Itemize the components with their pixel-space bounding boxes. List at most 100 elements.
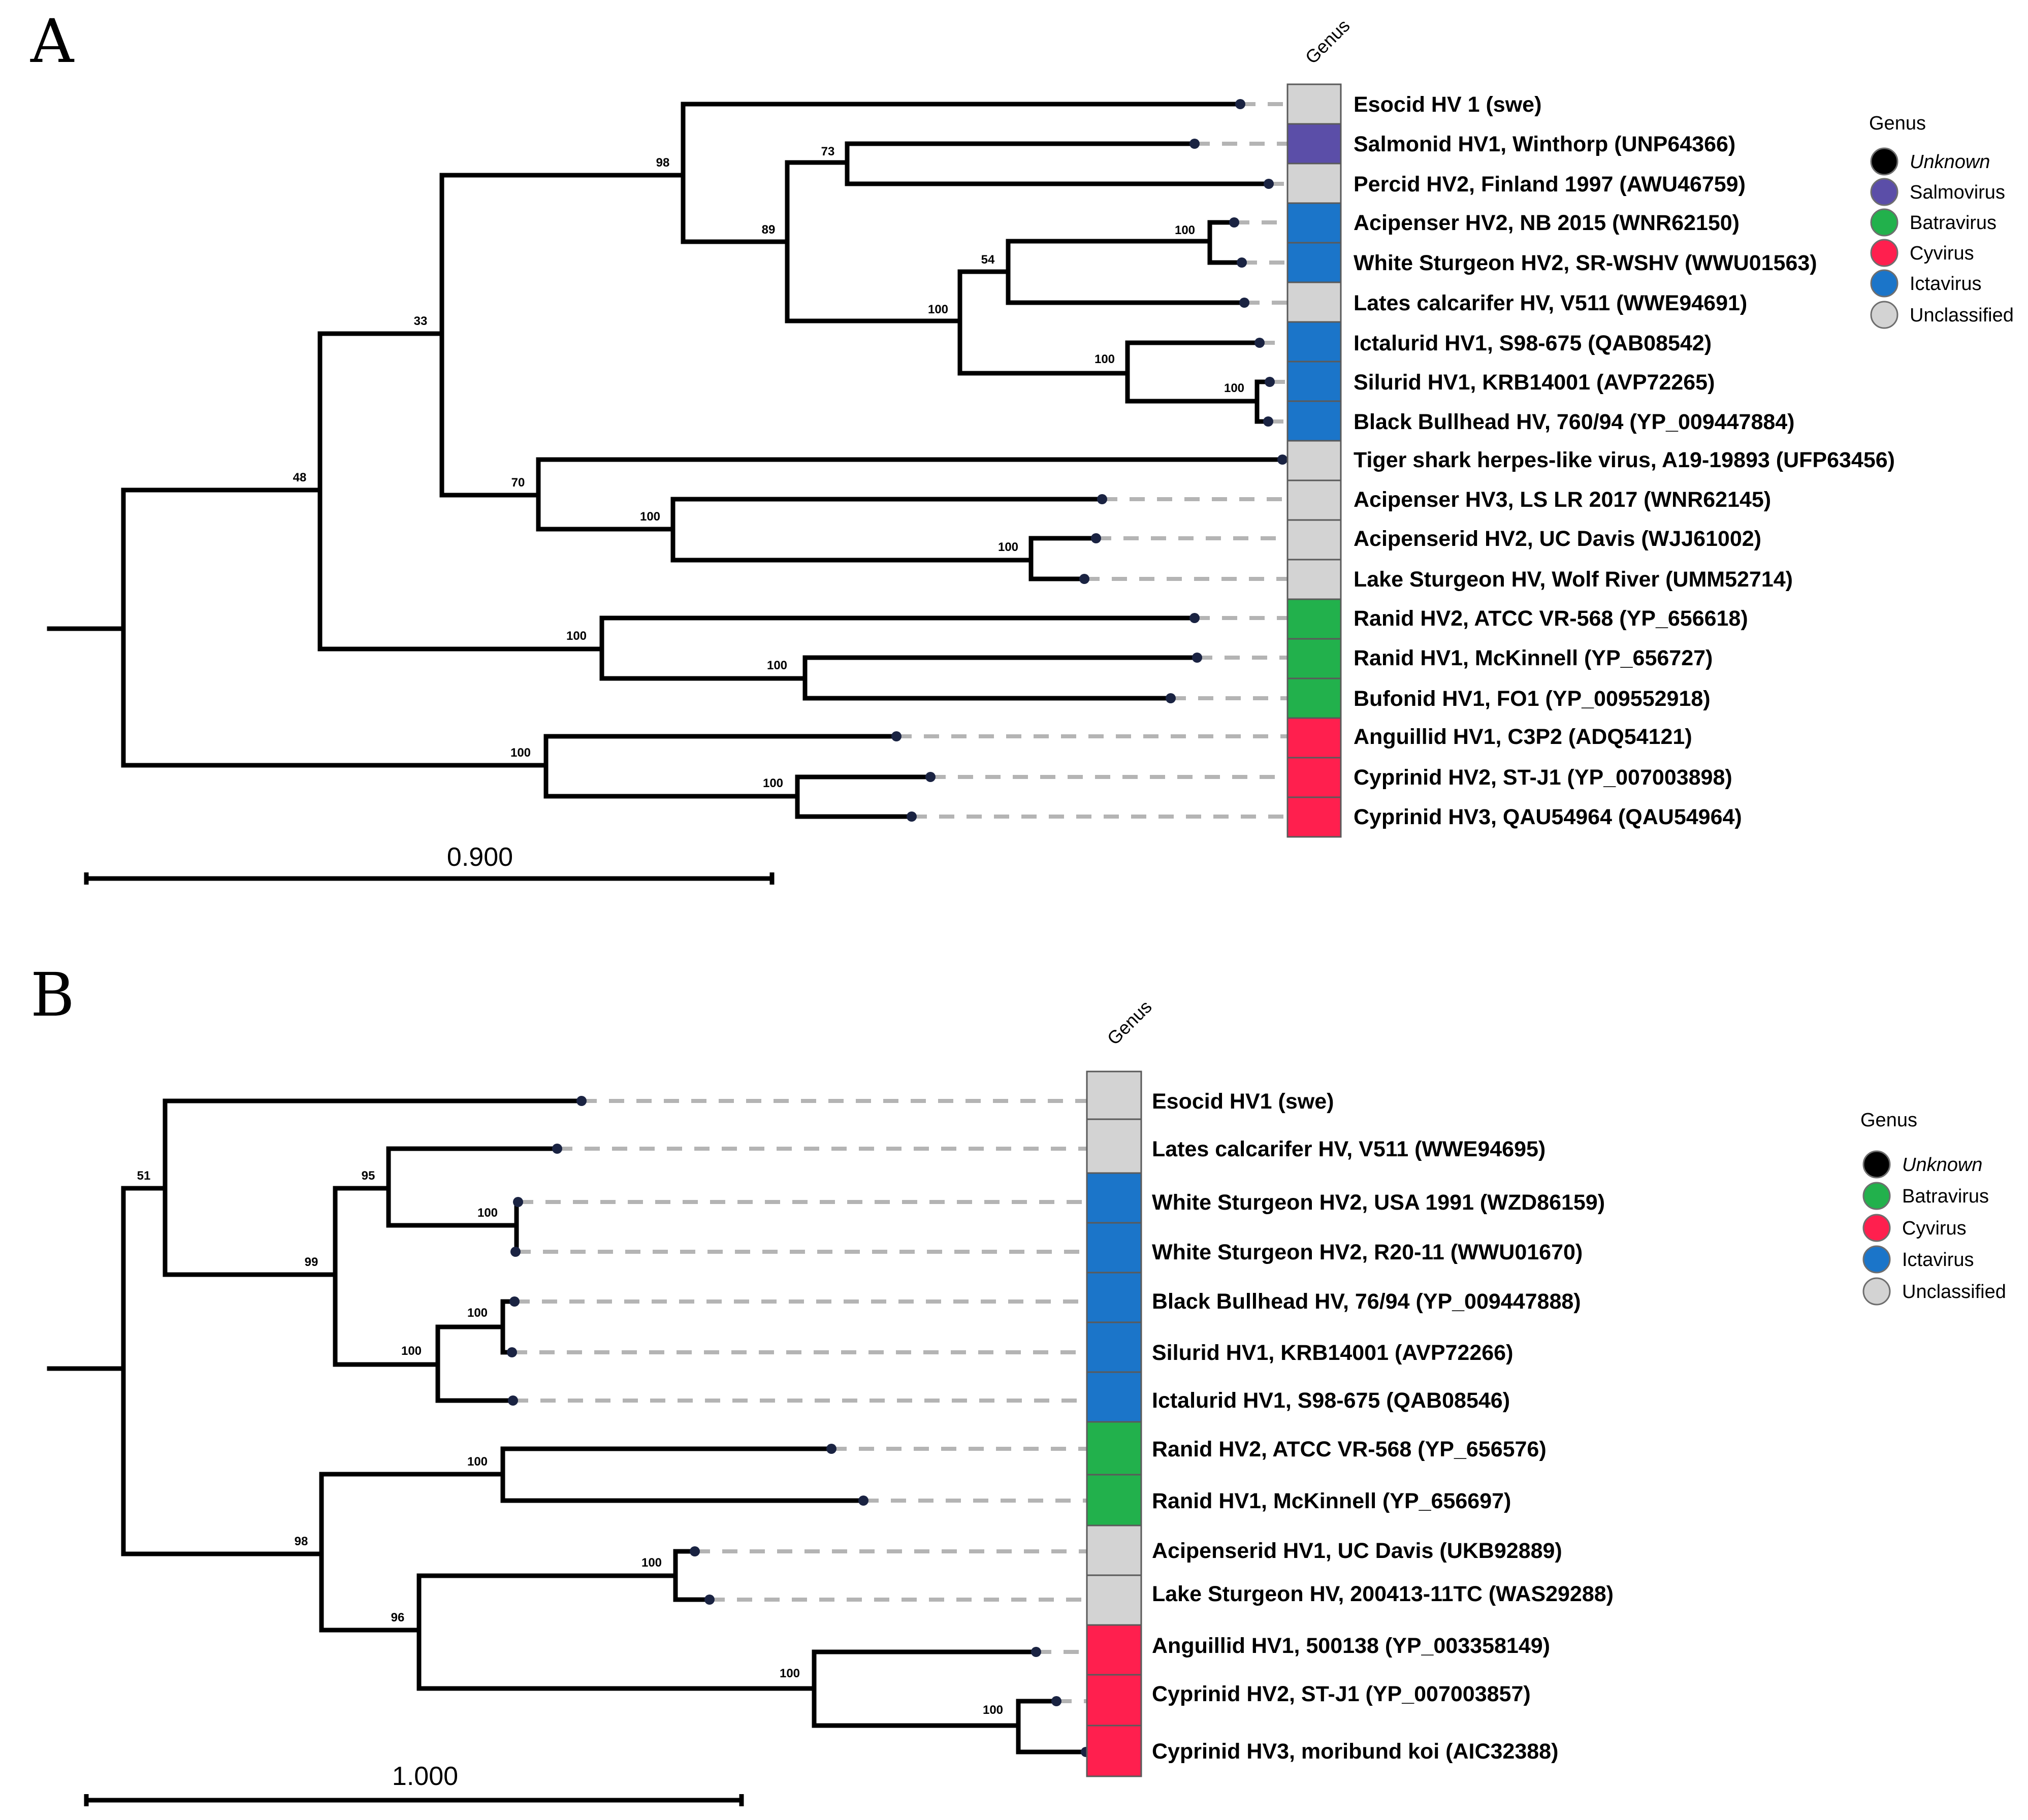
tip-dot [704, 1595, 715, 1605]
tip-dot [576, 1096, 587, 1106]
legend-swatch [1862, 1277, 1891, 1306]
leaf-label: White Sturgeon HV2, R20-11 (WWU01670) [1152, 1240, 1583, 1264]
genus-cell [1286, 796, 1342, 838]
legend-label: Ictavirus [1902, 1249, 1974, 1271]
tip-dot [1264, 179, 1274, 189]
panel-a-scale-bar: 0.900 [84, 842, 775, 885]
legend-label: Cyvirus [1902, 1218, 1967, 1239]
tip-dot [509, 1296, 520, 1307]
genus-cell [1086, 1524, 1142, 1576]
support-value: 100 [998, 540, 1018, 554]
genus-cell [1286, 559, 1342, 600]
genus-cell [1286, 281, 1342, 323]
leaf-label: Lates calcarifer HV, V511 (WWE94691) [1354, 291, 1747, 315]
genus-cell [1086, 1222, 1142, 1274]
panel-a-legend: Genus Unknown Salmovirus Batravirus Cyvi… [1869, 113, 2014, 329]
genus-cell [1286, 242, 1342, 283]
legend-swatch [1862, 1182, 1891, 1210]
panel-b-legend: Genus Unknown Batravirus Cyvirus Ictavir… [1860, 1110, 2006, 1306]
panel-a-tip-dots [891, 99, 1287, 822]
support-value: 51 [137, 1169, 151, 1183]
legend-swatch [1870, 301, 1898, 329]
panel-b-letter: B [30, 960, 75, 1030]
tip-dot [1097, 494, 1107, 504]
legend-label: Salmovirus [1910, 182, 2005, 203]
support-value: 100 [1095, 352, 1115, 366]
leaf-label: Silurid HV1, KRB14001 (AVP72266) [1152, 1341, 1513, 1365]
support-value: 100 [510, 746, 531, 760]
tip-dot [552, 1144, 562, 1154]
leaf-label: Silurid HV1, KRB14001 (AVP72265) [1354, 370, 1715, 395]
legend-swatch [1870, 208, 1898, 237]
genus-cell [1086, 1321, 1142, 1373]
legend-label: Unknown [1910, 151, 1990, 173]
support-value: 100 [566, 629, 587, 643]
panel-a-dashed-connectors [896, 102, 1287, 819]
genus-cell [1286, 598, 1342, 640]
genus-cell [1286, 361, 1342, 402]
leaf-label: Bufonid HV1, FO1 (YP_009552918) [1354, 687, 1711, 711]
genus-cell [1086, 1172, 1142, 1224]
leaf-label: Anguillid HV1, 500138 (YP_003358149) [1152, 1634, 1550, 1658]
support-value: 98 [295, 1535, 308, 1548]
panel-b-genus-column [1086, 1070, 1142, 1777]
support-value: 98 [656, 156, 670, 170]
tip-dot [907, 811, 917, 822]
leaf-label: Percid HV2, Finland 1997 (AWU46759) [1354, 172, 1746, 197]
panel-b-leaf-labels: Esocid HV1 (swe) Lates calcarifer HV, V5… [1152, 1089, 1614, 1764]
support-value: 95 [362, 1169, 375, 1183]
genus-cell [1286, 123, 1342, 165]
tip-dot [1031, 1647, 1041, 1657]
panel-a-leaf-labels: Esocid HV 1 (swe) Salmonid HV1, Winthorp… [1354, 92, 1895, 829]
genus-cell [1086, 1118, 1142, 1174]
panel-b-scale-bar: 1.000 [84, 1762, 744, 1806]
support-value: 89 [762, 223, 776, 237]
support-value: 99 [305, 1255, 318, 1269]
tip-dot [1237, 257, 1247, 268]
tip-dot [1265, 377, 1275, 387]
genus-cell [1086, 1272, 1142, 1323]
support-value: 100 [763, 776, 783, 790]
tip-dot [1229, 217, 1239, 228]
legend-title: Genus [1860, 1110, 1917, 1131]
genus-cell [1086, 1725, 1142, 1777]
legend-label: Ictavirus [1910, 273, 1981, 295]
legend-swatch [1862, 1150, 1891, 1179]
genus-cell [1286, 717, 1342, 759]
panel-b-tip-dots [507, 1096, 1091, 1757]
panel-a-letter: A [30, 6, 75, 76]
tip-dot [1239, 298, 1249, 308]
support-value: 100 [767, 659, 787, 672]
leaf-label: Ictalurid HV1, S98-675 (QAB08546) [1152, 1388, 1510, 1413]
genus-cell [1286, 83, 1342, 125]
tip-dot [1091, 533, 1101, 543]
tip-dot [1166, 693, 1176, 703]
genus-cell [1286, 677, 1342, 719]
support-value: 100 [1175, 223, 1195, 237]
scale-bar-label: 0.900 [447, 842, 513, 872]
support-value: 100 [467, 1306, 488, 1320]
legend-label: Cyvirus [1910, 243, 1974, 264]
tip-dot [925, 772, 936, 782]
leaf-label: Esocid HV1 (swe) [1152, 1089, 1334, 1114]
leaf-label: Ictalurid HV1, S98-675 (QAB08542) [1354, 331, 1712, 355]
genus-cell [1086, 1371, 1142, 1423]
leaf-label: Lates calcarifer HV, V511 (WWE94695) [1152, 1137, 1546, 1161]
scale-bar-label: 1.000 [392, 1762, 458, 1791]
genus-cell [1086, 1474, 1142, 1526]
tip-dot [508, 1395, 518, 1406]
leaf-label: Acipenser HV2, NB 2015 (WNR62150) [1354, 211, 1740, 235]
genus-cell [1286, 757, 1342, 798]
tip-dot [1254, 338, 1265, 348]
legend-swatch [1870, 178, 1898, 206]
support-value: 70 [511, 476, 525, 490]
legend-swatch [1862, 1214, 1891, 1242]
leaf-label: Salmonid HV1, Winthorp (UNP64366) [1354, 132, 1735, 156]
leaf-label: Ranid HV1, McKinnell (YP_656727) [1354, 646, 1713, 670]
genus-cell [1286, 479, 1342, 521]
tip-dot [858, 1496, 868, 1506]
tip-dot [513, 1197, 523, 1207]
support-value: 73 [821, 145, 835, 158]
leaf-label: Cyprinid HV3, moribund koi (AIC32388) [1152, 1739, 1558, 1764]
genus-cell [1086, 1421, 1142, 1476]
